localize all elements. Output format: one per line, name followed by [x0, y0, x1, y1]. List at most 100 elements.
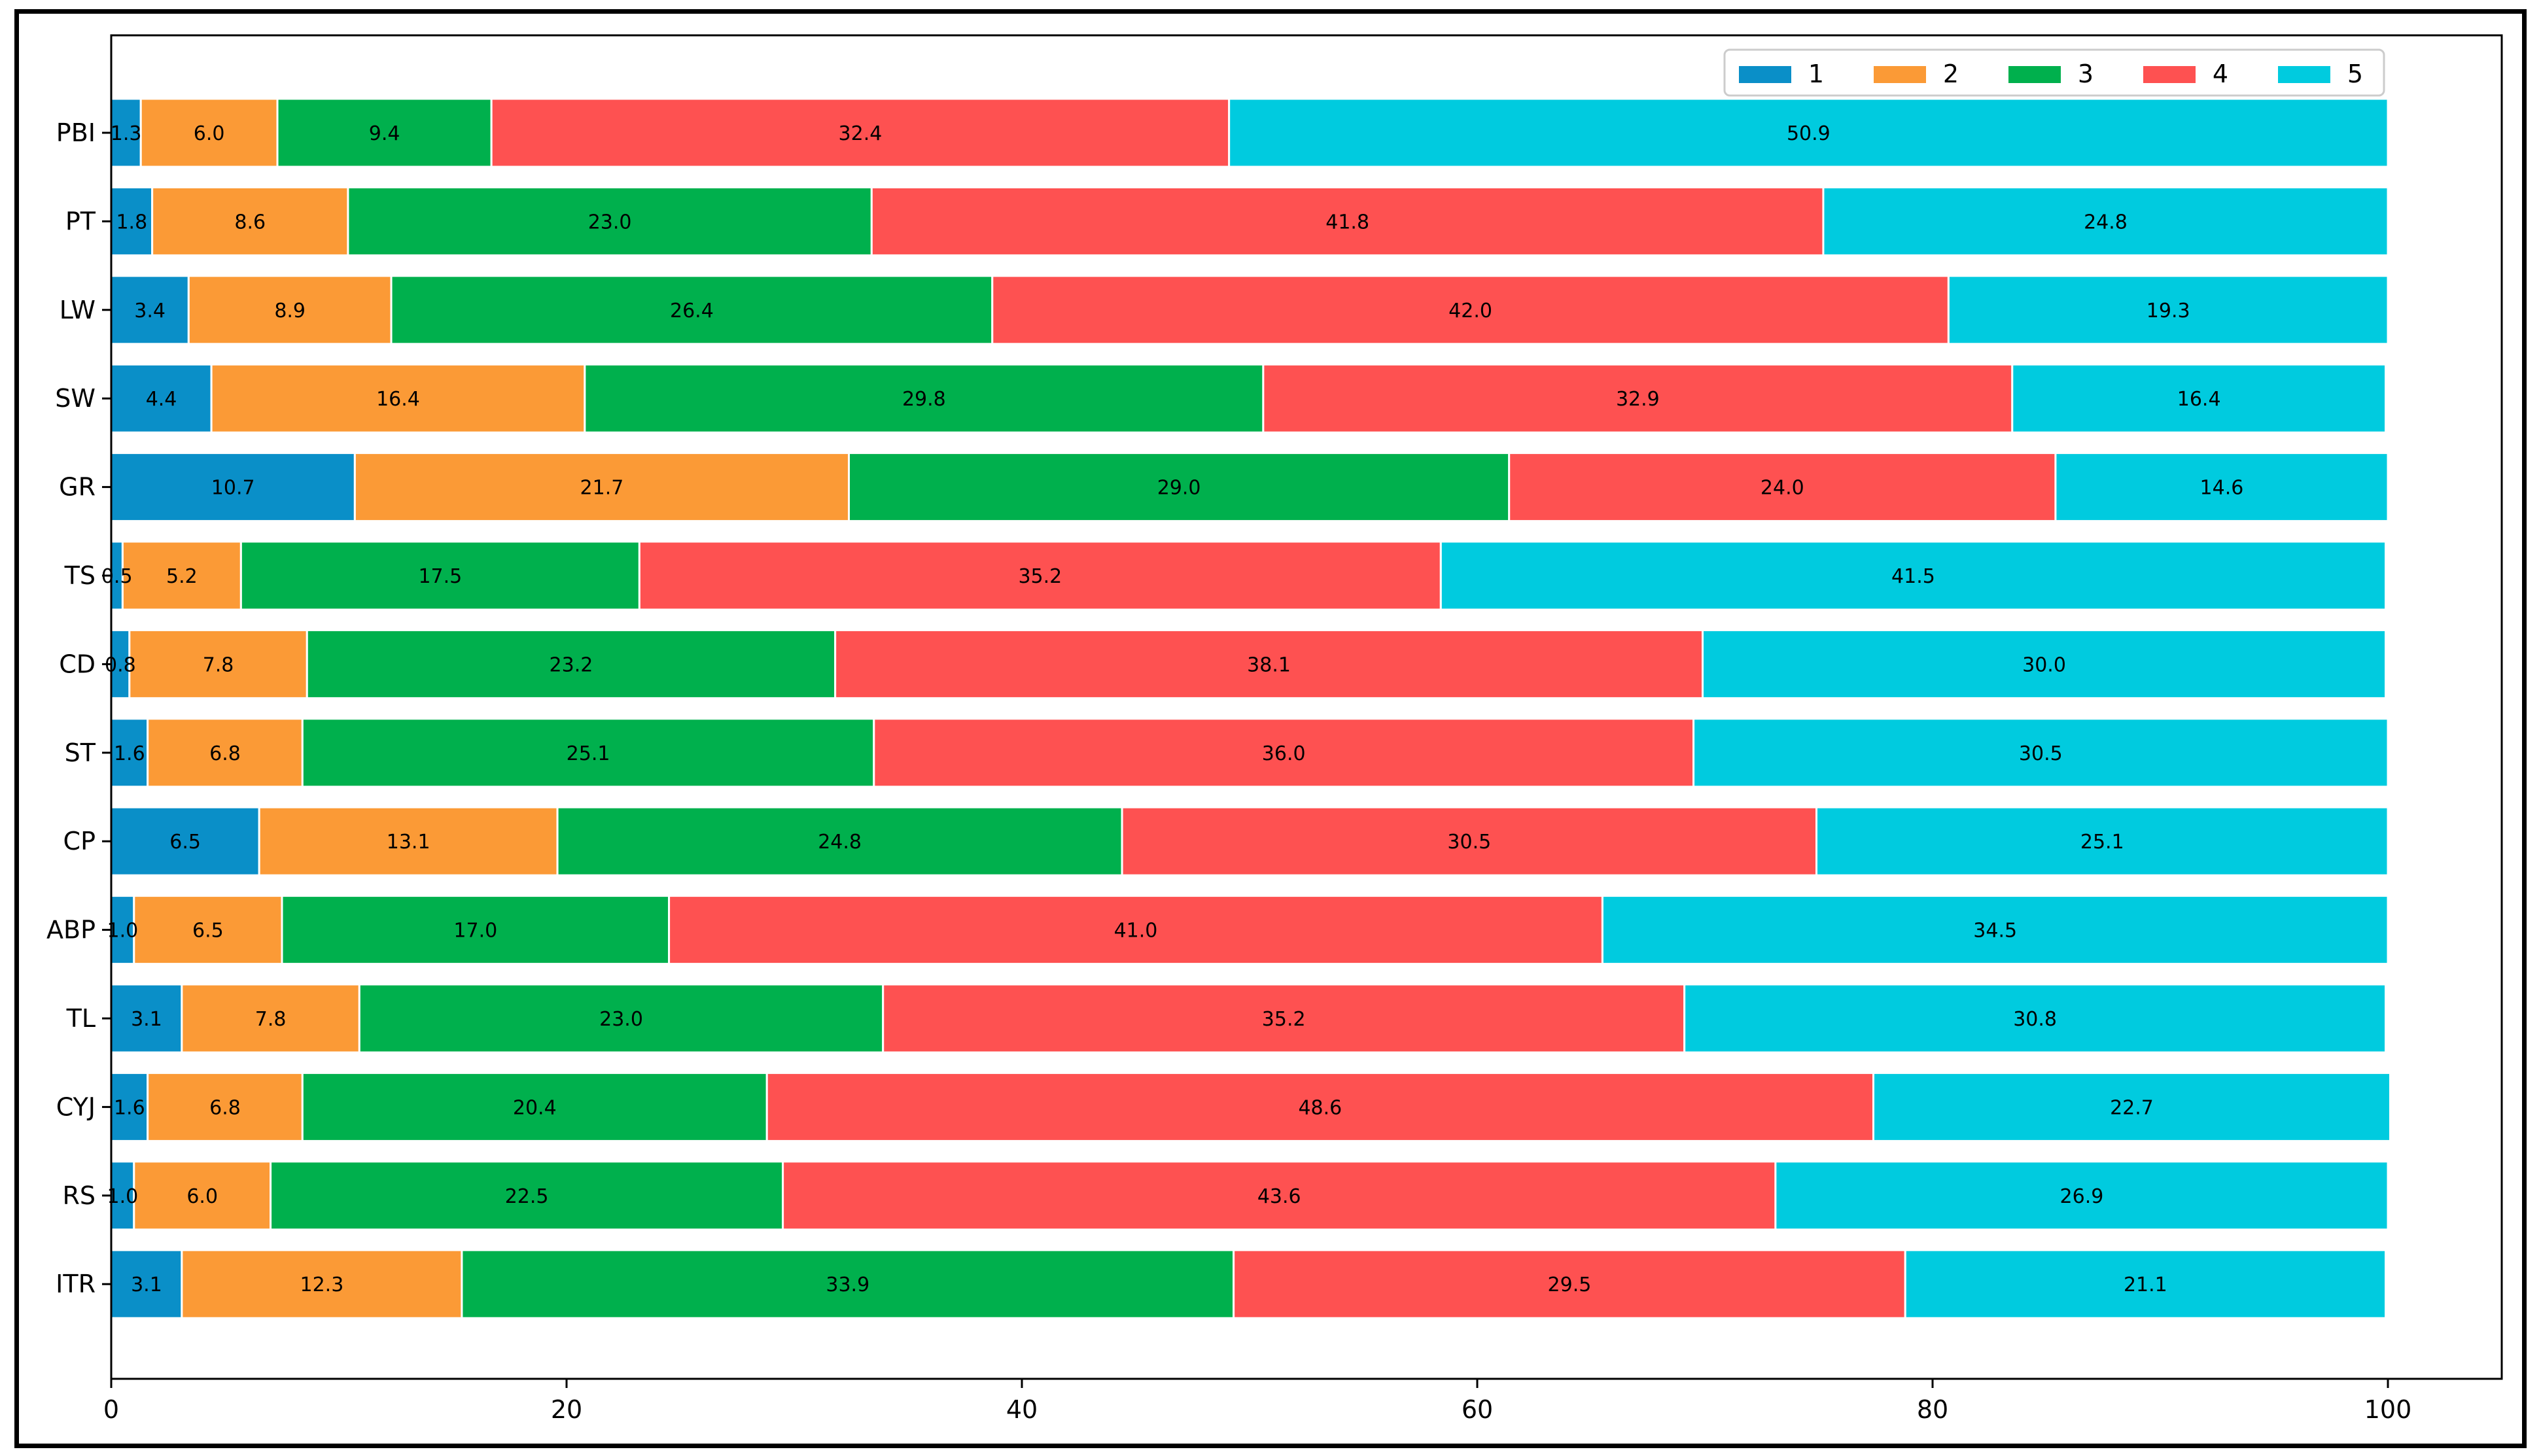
bar-segment-ts-series-5	[1439, 540, 2387, 611]
legend-label-series-3: 3	[2078, 60, 2094, 88]
y-tick-label-ts: TS	[64, 561, 96, 590]
legend-label-series-1: 1	[1808, 60, 1824, 88]
x-tick-label-100: 100	[2364, 1395, 2412, 1424]
bar-segment-cp-series-5	[1815, 806, 2389, 876]
y-tick-label-pt: PT	[65, 207, 96, 235]
bar-segment-rs-series-1	[110, 1160, 135, 1231]
y-tick-label-st: ST	[65, 738, 96, 767]
y-tick-label-gr: GR	[59, 473, 96, 502]
bar-segment-rs-series-2	[133, 1160, 272, 1231]
bar-segment-gr-series-2	[353, 452, 850, 523]
bar-value-label-gr-series-4: 24.0	[1761, 477, 1804, 500]
bar-segment-cyj-series-4	[765, 1071, 1875, 1142]
bar-value-label-tl-series-3: 23.0	[599, 1008, 643, 1031]
bar-value-label-abp-series-3: 17.0	[453, 920, 497, 943]
x-tick-label-80: 80	[1917, 1395, 1948, 1424]
bar-segment-pt-series-2	[151, 186, 349, 256]
bar-segment-pbi-series-1	[110, 97, 142, 168]
bars-layer	[110, 97, 2391, 1319]
bar-value-label-rs-series-3: 22.5	[505, 1185, 549, 1208]
bar-value-label-pt-series-4: 41.8	[1325, 211, 1369, 234]
bar-value-label-abp-series-4: 41.0	[1114, 920, 1158, 943]
bar-value-label-cp-series-4: 30.5	[1447, 831, 1491, 854]
bar-value-label-itr-series-4: 29.5	[1548, 1274, 1592, 1296]
bar-segment-st-series-3	[301, 718, 875, 788]
bar-segment-ts-series-4	[638, 540, 1442, 611]
bar-segment-sw-series-4	[1262, 363, 2014, 434]
bar-value-label-lw-series-5: 19.3	[2147, 300, 2190, 322]
bar-value-label-lw-series-4: 42.0	[1448, 300, 1492, 322]
bar-segment-cyj-series-5	[1872, 1071, 2391, 1142]
bar-value-label-lw-series-2: 8.9	[274, 300, 306, 322]
bar-value-label-tl-series-1: 3.1	[131, 1008, 162, 1031]
bar-segment-rs-series-4	[782, 1160, 1777, 1231]
bar-value-label-cyj-series-4: 48.6	[1298, 1096, 1342, 1119]
bar-value-label-st-series-1: 1.6	[114, 742, 145, 765]
bar-segment-cp-series-4	[1121, 806, 1818, 876]
legend-label-series-4: 4	[2213, 60, 2228, 88]
y-tick-label-itr: ITR	[56, 1270, 96, 1298]
bar-value-label-itr-series-1: 3.1	[131, 1274, 162, 1296]
bar-value-label-pbi-series-1: 1.3	[111, 122, 142, 145]
legend-label-series-2: 2	[1943, 60, 1959, 88]
y-tick-label-cyj: CYJ	[56, 1092, 96, 1121]
bar-segment-st-series-5	[1692, 718, 2389, 788]
bar-value-label-pt-series-5: 24.8	[2084, 211, 2128, 234]
bar-value-label-sw-series-3: 29.8	[902, 388, 946, 411]
bar-segment-sw-series-3	[584, 363, 1265, 434]
bar-segment-rs-series-3	[270, 1160, 784, 1231]
bar-segment-cd-series-3	[306, 629, 837, 699]
bar-value-label-itr-series-3: 33.9	[826, 1274, 869, 1296]
x-tick-label-60: 60	[1462, 1395, 1493, 1424]
bar-value-label-pbi-series-5: 50.9	[1787, 122, 1831, 145]
x-tick-label-40: 40	[1006, 1395, 1038, 1424]
legend: 1 2 3 4 5	[1723, 48, 2385, 97]
bar-value-label-tl-series-5: 30.8	[2013, 1008, 2057, 1031]
bar-value-label-cd-series-3: 23.2	[550, 653, 593, 676]
bar-segment-itr-series-4	[1233, 1249, 1906, 1319]
bar-segment-abp-series-1	[110, 895, 135, 965]
bar-segment-abp-series-4	[668, 895, 1603, 965]
bar-value-label-tl-series-2: 7.8	[255, 1008, 287, 1031]
bar-value-label-st-series-2: 6.8	[209, 742, 241, 765]
bar-value-label-rs-series-2: 6.0	[186, 1185, 218, 1208]
bar-value-label-cyj-series-3: 20.4	[513, 1096, 557, 1119]
bar-value-label-gr-series-2: 21.7	[580, 477, 624, 500]
bar-value-label-cyj-series-5: 22.7	[2110, 1096, 2154, 1119]
bar-value-label-sw-series-2: 16.4	[376, 388, 420, 411]
y-tick-label-pbi: PBI	[56, 118, 96, 147]
bar-segment-sw-series-2	[210, 363, 586, 434]
bar-value-label-pt-series-2: 8.6	[234, 211, 266, 234]
bar-value-label-cp-series-3: 24.8	[818, 831, 862, 854]
bar-value-label-itr-series-5: 21.1	[2124, 1274, 2167, 1296]
bar-value-label-gr-series-3: 29.0	[1157, 477, 1201, 500]
bar-segment-itr-series-5	[1904, 1249, 2387, 1319]
bar-segment-cp-series-3	[556, 806, 1123, 876]
bar-segment-sw-series-5	[2011, 363, 2387, 434]
plot-area	[110, 34, 2503, 1380]
bar-value-label-rs-series-5: 26.9	[2060, 1185, 2104, 1208]
bar-segment-tl-series-3	[358, 983, 885, 1054]
bar-value-label-lw-series-1: 3.4	[134, 300, 166, 322]
bar-value-label-cp-series-5: 25.1	[2080, 831, 2124, 854]
bar-segment-tl-series-2	[181, 983, 360, 1054]
bar-value-label-abp-series-5: 34.5	[1973, 920, 2017, 943]
bar-value-label-st-series-5: 30.5	[2019, 742, 2063, 765]
bar-value-label-pt-series-1: 1.8	[116, 211, 147, 234]
bar-value-label-abp-series-2: 6.5	[192, 920, 224, 943]
bar-segment-abp-series-2	[133, 895, 283, 965]
y-tick-label-lw: LW	[60, 296, 96, 324]
bar-value-label-cp-series-2: 13.1	[387, 831, 430, 854]
bar-value-label-ts-series-3: 17.5	[418, 565, 462, 588]
bar-value-label-cd-series-4: 38.1	[1247, 653, 1291, 676]
bar-value-label-pt-series-3: 23.0	[588, 211, 632, 234]
bar-value-label-gr-series-5: 14.6	[2200, 477, 2244, 500]
bar-value-label-sw-series-4: 32.9	[1616, 388, 1660, 411]
bar-segment-pt-series-5	[1822, 186, 2389, 256]
y-tick-label-cp: CP	[63, 827, 96, 856]
x-axis: 0 20 40 60 80 100	[103, 1379, 2411, 1424]
bar-segment-lw-series-3	[390, 275, 994, 345]
bar-segment-itr-series-2	[181, 1249, 463, 1319]
x-tick-label-20: 20	[551, 1395, 582, 1424]
